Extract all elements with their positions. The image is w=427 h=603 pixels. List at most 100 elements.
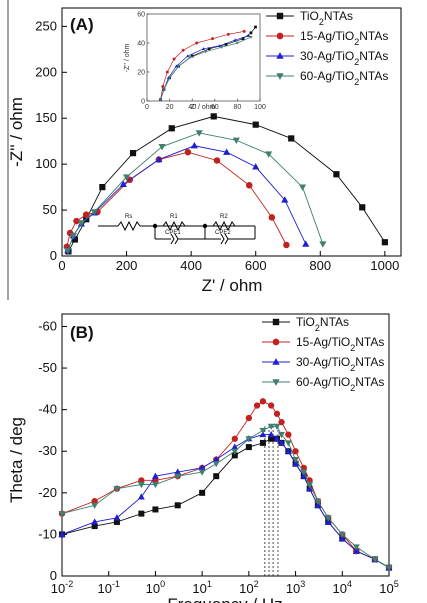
legend-marker-60-ag-tio2ntas	[272, 379, 280, 386]
panel-b-point-tio2ntas	[113, 518, 120, 525]
panel-b-line-15-ag-tio2ntas	[61, 400, 390, 569]
inset-data	[158, 25, 257, 102]
panel-b-legend: TiO2NTAs 15-Ag/TiO2NTAs 30-Ag/TiO2NTAs 60-A…	[262, 315, 384, 393]
panel-b-point-30-ag-tio2ntas	[292, 460, 300, 467]
panel-b-xtick-label: 102	[239, 579, 258, 596]
inset-xtick-label: 20	[166, 104, 174, 111]
inset-xlabel: Z' / ohm	[190, 104, 215, 111]
panel-a-point-30-ag-tio2ntas	[252, 163, 260, 170]
panel-b-point-tio2ntas	[245, 444, 252, 451]
panel-b-point-15-ag-tio2ntas	[91, 497, 98, 505]
panel-b-point-30-ag-tio2ntas	[284, 447, 292, 454]
inset-point-60-ag-tio2ntas	[204, 50, 208, 54]
panel-a-point-tio2ntas	[99, 184, 106, 191]
panel-b-point-tio2ntas	[152, 506, 159, 513]
panel-b-point-60-ag-tio2ntas	[371, 556, 379, 563]
panel-b-point-30-ag-tio2ntas	[91, 518, 99, 525]
panel-a-ylabel: -Z'' / ohm	[7, 97, 26, 167]
panel-a-point-15-ag-tio2ntas	[213, 157, 221, 164]
panel-b-point-15-ag-tio2ntas	[267, 402, 275, 409]
inset-point-15-ag-tio2ntas	[226, 32, 230, 36]
circuit-label-r1: R1	[170, 214, 178, 220]
legend-marker-tio2ntas	[276, 12, 284, 20]
panel-b-peak-lines	[264, 426, 279, 576]
inset-point-tio2ntas	[241, 37, 245, 41]
panel-b-line-tio2ntas	[61, 438, 390, 569]
inset-ytick-label: 60	[137, 12, 145, 19]
panel-a-xtick-label: 1000	[370, 258, 399, 273]
panel-a-point-60-ag-tio2ntas	[123, 174, 131, 181]
inset-ytick-label: 40	[137, 41, 145, 48]
panel-b-point-30-ag-tio2ntas	[113, 514, 121, 521]
inset-point-30-ag-tio2ntas	[233, 38, 237, 42]
inset-point-tio2ntas	[207, 47, 211, 51]
panel-b-point-15-ag-tio2ntas	[253, 402, 261, 409]
panel-a-point-30-ag-tio2ntas	[223, 148, 231, 155]
panel-b-point-60-ag-tio2ntas	[113, 486, 121, 493]
panel-a-xtick-label: 200	[116, 258, 138, 273]
panel-a-point-60-ag-tio2ntas	[195, 130, 203, 137]
panel-b-point-60-ag-tio2ntas	[267, 423, 275, 430]
panel-b-point-tio2ntas	[259, 439, 266, 446]
panel-b-line-60-ag-tio2ntas	[61, 425, 390, 569]
inset-point-60-ag-tio2ntas	[158, 98, 163, 102]
panel-a-ytick-label: 0	[50, 248, 57, 263]
panel-b-xtick-label: 100	[146, 579, 165, 596]
panel-a-point-60-ag-tio2ntas	[158, 144, 166, 151]
panel-b-point-15-ag-tio2ntas	[245, 414, 253, 422]
panel-b-point-15-ag-tio2ntas	[273, 410, 281, 417]
panel-b-ytick-label: -30	[38, 443, 57, 458]
panel-b-point-30-ag-tio2ntas	[212, 455, 220, 463]
legend-label-30-ag-tio2ntas: 30-Ag/TiO2NTAs	[300, 49, 388, 67]
panel-b-point-60-ag-tio2ntas	[385, 565, 393, 572]
inset-background	[147, 14, 260, 101]
panel-b-point-60-ag-tio2ntas	[338, 531, 346, 539]
panel-a-xtick-label: 400	[180, 258, 202, 273]
inset-point-60-ag-tio2ntas	[177, 65, 181, 68]
legend-label-60-ag-tio2ntas: 60-Ag/TiO2NTAs	[300, 69, 388, 87]
inset-point-tio2ntas	[224, 43, 228, 46]
panel-b-point-30-ag-tio2ntas	[58, 530, 66, 537]
panel-b-point-30-ag-tio2ntas	[352, 547, 360, 554]
panel-a-point-tio2ntas	[359, 204, 366, 211]
panel-b-point-tio2ntas	[268, 435, 275, 442]
panel-b-xtick-label: 105	[379, 579, 398, 596]
inset-point-60-ag-tio2ntas	[249, 36, 253, 39]
inset-xtick-label: 0	[145, 104, 149, 111]
panel-a-xlabel: Z' / ohm	[202, 276, 263, 295]
panel-a-ytick-label: 150	[35, 110, 57, 125]
panel-b-point-30-ag-tio2ntas	[137, 493, 145, 500]
legend-label-60-ag-tio2ntas: 60-Ag/TiO2NTAs	[296, 375, 384, 393]
panel-a-point-60-ag-tio2ntas	[232, 137, 240, 144]
circuit-label-cpe2: CPE2	[215, 230, 231, 236]
panel-b-frame	[61, 313, 390, 577]
panel-b-point-60-ag-tio2ntas	[198, 469, 206, 476]
panel-b-point-30-ag-tio2ntas	[338, 534, 346, 542]
panel-a-ytick-label: 100	[35, 156, 57, 171]
panel-b-point-60-ag-tio2ntas	[212, 461, 220, 468]
panel-b-point-30-ag-tio2ntas	[278, 439, 285, 446]
panel-b-point-60-ag-tio2ntas	[91, 502, 99, 509]
panel-b-point-tio2ntas	[231, 452, 238, 459]
panel-b-point-60-ag-tio2ntas	[284, 440, 292, 447]
panel-b-point-60-ag-tio2ntas	[306, 481, 314, 489]
panel-a-line-30-ag-tio2ntas	[67, 145, 307, 251]
panel-a-point-15-ag-tio2ntas	[246, 182, 253, 189]
legend-label-30-ag-tio2ntas: 30-Ag/TiO2NTAs	[296, 355, 384, 373]
inset-point-15-ag-tio2ntas	[211, 37, 215, 41]
inset-point-60-ag-tio2ntas	[167, 76, 172, 80]
panel-b-point-60-ag-tio2ntas	[324, 515, 332, 522]
panel-b-ytick-label: -10	[38, 526, 57, 541]
panel-b-point-30-ag-tio2ntas	[198, 464, 206, 471]
panel-b-ytick-label: -20	[38, 485, 57, 500]
panel-b-point-30-ag-tio2ntas	[306, 485, 314, 492]
panel-b-ytick-label: 0	[50, 568, 57, 583]
panel-b-point-60-ag-tio2ntas	[58, 511, 66, 518]
panel-b-ylabel: Theta / deg	[7, 417, 26, 503]
legend-label-tio2ntas: TiO2NTAs	[300, 9, 353, 27]
panel-a-point-tio2ntas	[288, 135, 295, 142]
panel-b-point-30-ag-tio2ntas	[300, 472, 308, 479]
panel-b-point-60-ag-tio2ntas	[352, 544, 360, 551]
panel-a-xtick-label: 600	[245, 258, 267, 273]
